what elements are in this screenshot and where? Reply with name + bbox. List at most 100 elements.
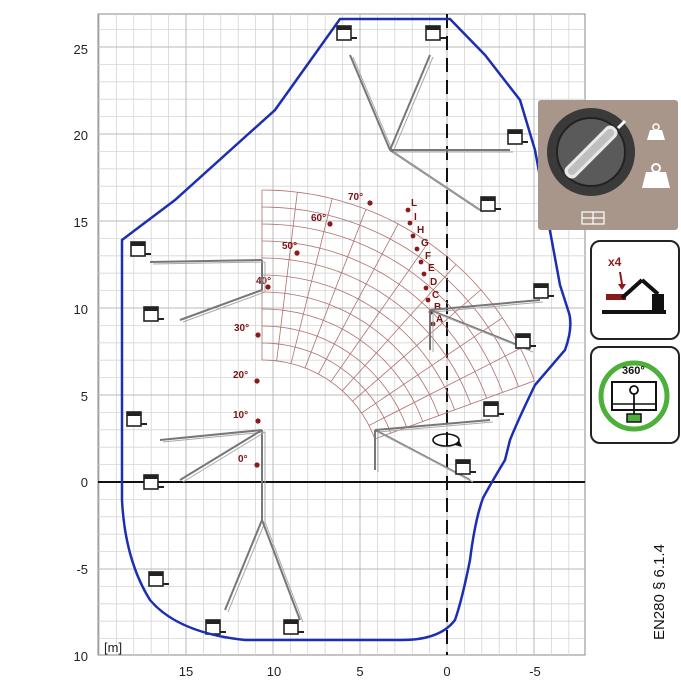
angle-ray bbox=[352, 289, 482, 402]
boom-arm-line bbox=[224, 519, 263, 611]
unit-label: [m] bbox=[104, 640, 122, 655]
y-tick-label: 5 bbox=[81, 389, 88, 404]
platform-basket-icon bbox=[143, 306, 164, 322]
ring-label: H bbox=[417, 225, 424, 236]
boom-arm-line bbox=[392, 56, 434, 153]
ring-marker-dot bbox=[414, 246, 420, 252]
angle-ray bbox=[317, 223, 399, 375]
heavy-load-icon bbox=[642, 163, 670, 188]
boom-arm-line bbox=[182, 291, 266, 323]
angle-label: 10° bbox=[233, 410, 248, 421]
angle-marker-dot bbox=[254, 462, 260, 468]
boom-arm-line bbox=[377, 421, 494, 433]
boom-arm-line bbox=[432, 301, 544, 313]
platform-baskets bbox=[126, 25, 554, 635]
angle-marker-dot bbox=[255, 332, 261, 338]
boom-positions bbox=[149, 54, 544, 623]
boom-arm-line bbox=[227, 521, 266, 613]
platform-basket-icon bbox=[336, 25, 357, 41]
boom-arm-line bbox=[429, 309, 531, 351]
boom-arm-line bbox=[264, 521, 304, 623]
ring-label: B bbox=[434, 302, 441, 313]
ring-marker-dot bbox=[410, 233, 416, 239]
standard-reference-label: EN280 § 6.1.4 bbox=[651, 544, 668, 640]
angle-label: 40° bbox=[256, 276, 271, 287]
angle-ray bbox=[341, 264, 457, 392]
rotation-panel[interactable]: 360° bbox=[590, 346, 680, 444]
turret-rotation-icon bbox=[598, 360, 670, 432]
y-tick-label: 20 bbox=[74, 128, 88, 143]
boom-reach-fan bbox=[261, 189, 535, 440]
angle-marker-dot bbox=[255, 418, 261, 424]
load-selector-panel[interactable] bbox=[538, 100, 678, 230]
angle-ray bbox=[290, 198, 333, 364]
platform-arm-icon bbox=[602, 271, 666, 314]
boom-arm-line bbox=[162, 431, 266, 443]
boom-arm-line bbox=[374, 419, 491, 431]
ring-marker-dot bbox=[407, 220, 413, 226]
ring-label: F bbox=[425, 251, 431, 262]
angle-label: 30° bbox=[234, 323, 249, 334]
ring-label: E bbox=[428, 263, 435, 274]
boom-angle-labels: 70° 60° 50° 40° 30° 20° 10° 0° bbox=[233, 192, 363, 465]
reach-ring-arc bbox=[261, 359, 376, 440]
boom-arm-line bbox=[159, 429, 263, 441]
platform-basket-icon bbox=[148, 571, 169, 587]
ring-label: L bbox=[411, 198, 417, 209]
rotation-degrees-label: 360° bbox=[622, 365, 645, 377]
platform-basket-icon bbox=[480, 196, 501, 212]
angle-marker-dot bbox=[327, 221, 333, 227]
boom-arm-line bbox=[349, 54, 391, 151]
x-tick-label: 15 bbox=[179, 664, 193, 679]
side-panel: x4 360° bbox=[538, 100, 680, 444]
ring-label: A bbox=[436, 314, 443, 325]
platform-basket-icon bbox=[283, 619, 304, 635]
boom-arm-line bbox=[179, 429, 263, 481]
reach-ring-labels: L I H G F E D C B A bbox=[411, 198, 443, 325]
light-load-icon bbox=[647, 123, 665, 140]
x-axis-labels: [m] 15 10 5 0 -5 bbox=[104, 640, 541, 679]
ring-label: I bbox=[414, 212, 417, 223]
angle-marker-dot bbox=[254, 378, 260, 384]
angle-ray bbox=[276, 192, 298, 361]
x-tick-label: 0 bbox=[443, 664, 450, 679]
platform-capacity-panel[interactable]: x4 bbox=[590, 240, 680, 340]
ring-marker-dot bbox=[421, 271, 427, 277]
ring-marker-dot bbox=[423, 285, 429, 291]
angle-ray bbox=[374, 380, 535, 440]
load-selector-knob-icon[interactable] bbox=[547, 108, 635, 196]
capacity-multiplier-label: x4 bbox=[608, 255, 622, 269]
boom-arm-line bbox=[261, 519, 301, 621]
y-tick-label: -5 bbox=[76, 562, 88, 577]
ring-marker-dot bbox=[425, 297, 431, 303]
angle-marker-dot bbox=[367, 200, 373, 206]
platform-basket-icon bbox=[515, 333, 536, 349]
y-axis-labels: 25 20 15 10 5 0 -5 10 bbox=[74, 42, 88, 664]
ring-label: C bbox=[432, 290, 439, 301]
angle-ray bbox=[330, 242, 429, 382]
grid-area bbox=[97, 13, 586, 656]
angle-ray bbox=[368, 347, 521, 426]
y-tick-label: 15 bbox=[74, 215, 88, 230]
platform-basket-icon bbox=[130, 241, 151, 257]
angle-ray bbox=[304, 209, 367, 369]
angle-label: 50° bbox=[282, 241, 297, 252]
platform-basket-icon bbox=[483, 401, 504, 417]
ring-marker-dot bbox=[405, 207, 411, 213]
x-tick-label: 5 bbox=[356, 664, 363, 679]
angle-label: 70° bbox=[348, 192, 363, 203]
panel-grid-icon bbox=[581, 211, 605, 225]
platform-basket-icon bbox=[143, 474, 164, 490]
angle-label: 60° bbox=[311, 213, 326, 224]
platform-basket-icon bbox=[455, 459, 476, 475]
boom-arm-line bbox=[352, 56, 394, 153]
ring-label: D bbox=[430, 277, 437, 288]
y-tick-label: 0 bbox=[81, 475, 88, 490]
angle-marker-dot bbox=[265, 284, 271, 290]
angle-label: 0° bbox=[238, 454, 248, 465]
y-tick-label: 25 bbox=[74, 42, 88, 57]
platform-basket-icon bbox=[533, 283, 554, 299]
platform-basket-icon bbox=[425, 25, 446, 41]
ring-marker-dot bbox=[418, 259, 424, 265]
boom-arm-line bbox=[152, 261, 266, 265]
